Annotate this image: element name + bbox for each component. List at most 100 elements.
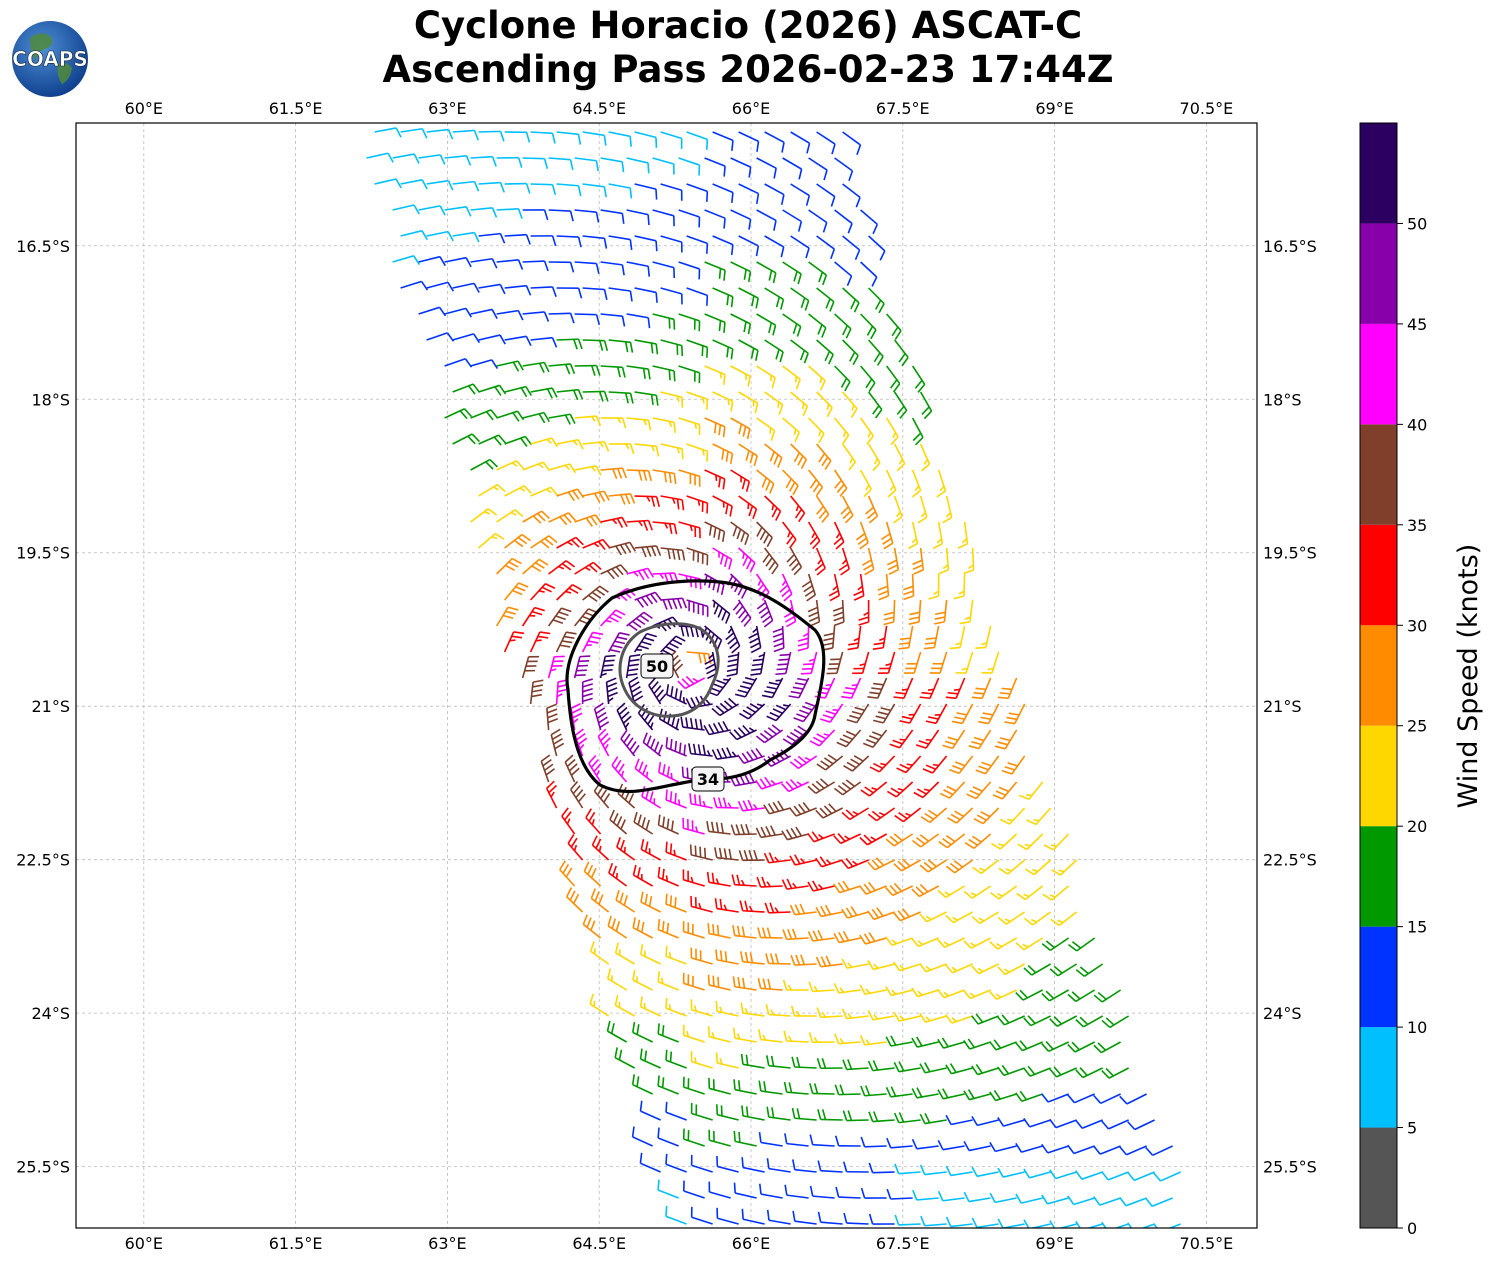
wind-barb — [817, 1211, 843, 1225]
wind-barb — [608, 862, 628, 887]
lat-tick-right: 22.5°S — [1263, 851, 1317, 870]
wind-barb — [971, 911, 1000, 925]
wind-barb — [556, 584, 582, 601]
wind-barb — [556, 388, 584, 401]
wind-barb — [418, 154, 446, 165]
wind-barb — [868, 235, 886, 261]
wind-barb — [920, 1215, 947, 1227]
wind-barb — [600, 417, 627, 429]
wind-barb — [893, 1061, 921, 1073]
wind-barb — [784, 1133, 809, 1147]
wind-barb — [657, 866, 679, 887]
wind-barb — [867, 857, 895, 871]
wind-barb — [686, 547, 709, 566]
wind-barb — [556, 338, 583, 350]
wind-barb — [893, 391, 908, 419]
wind-barb — [660, 635, 686, 656]
wind-barb — [971, 1064, 999, 1076]
wind-barb — [707, 923, 731, 939]
wind-barb — [788, 677, 810, 699]
wind-barb — [503, 631, 525, 653]
wind-barb — [546, 703, 559, 731]
wind-barb — [658, 762, 679, 783]
wind-barb — [834, 209, 853, 234]
wind-barb — [704, 521, 726, 542]
colorbar-label: Wind Speed (knots) — [1453, 544, 1484, 809]
wind-barb — [1075, 1221, 1103, 1228]
wind-barb — [496, 259, 524, 270]
wind-barb — [600, 516, 628, 528]
wind-barb — [686, 443, 709, 462]
wind-barb — [634, 131, 658, 148]
wind-barb — [444, 357, 473, 368]
wind-barb — [999, 807, 1026, 825]
wind-barb — [937, 1190, 965, 1202]
wind-barb — [615, 889, 636, 913]
wind-barb — [690, 895, 713, 913]
wind-barb — [665, 945, 687, 965]
wind-barb — [1015, 1090, 1043, 1103]
wind-barb — [665, 893, 687, 913]
wind-barb — [741, 1157, 765, 1173]
wind-barb — [738, 495, 758, 520]
wind-barb — [783, 1081, 809, 1095]
wind-barb — [808, 157, 828, 181]
colorbar-bin — [1360, 625, 1397, 726]
wind-barb — [504, 435, 533, 448]
wind-barb — [936, 469, 947, 498]
wind-barb — [496, 460, 525, 471]
wind-barb — [660, 547, 686, 561]
wind-barb — [764, 183, 785, 205]
wind-barb — [690, 1103, 713, 1121]
wind-barb — [902, 573, 915, 601]
wind-barb — [1067, 1041, 1095, 1053]
wind-barb — [887, 547, 900, 576]
lon-tick-top: 66°E — [732, 99, 770, 118]
wind-barb — [973, 807, 1000, 825]
wind-barb — [607, 968, 628, 991]
wind-barb — [945, 963, 973, 974]
wind-barb — [859, 417, 875, 445]
wind-barb — [842, 131, 862, 156]
wind-barb — [530, 235, 557, 247]
wind-barb — [581, 678, 593, 705]
lat-tick-left: 19.5°S — [16, 544, 70, 563]
wind-barb — [937, 988, 965, 999]
wind-barb — [444, 408, 473, 420]
lat-tick-left: 16.5°S — [16, 237, 70, 256]
colorbar-frame — [1359, 122, 1398, 1229]
wind-barb — [817, 1109, 843, 1121]
wind-barb — [690, 1154, 713, 1173]
wind-barb — [556, 536, 584, 549]
wind-barb — [919, 911, 947, 923]
wind-barb — [708, 1129, 731, 1147]
wind-barb — [626, 313, 651, 329]
lon-tick-top: 67.5°E — [876, 99, 930, 118]
wind-barb — [756, 313, 777, 336]
wind-barb — [521, 655, 540, 679]
wind-barb — [606, 1020, 628, 1043]
wind-barb — [631, 1074, 653, 1095]
wind-barb — [766, 1055, 791, 1069]
wind-barb — [880, 521, 894, 550]
wind-barb — [893, 443, 906, 472]
wind-barb — [867, 807, 896, 822]
wind-barb — [911, 365, 926, 393]
wind-barb — [975, 625, 992, 650]
wind-barb — [703, 720, 731, 736]
lat-tick-left: 24°S — [31, 1004, 70, 1023]
wind-barb — [971, 1166, 999, 1178]
wind-barb — [808, 313, 827, 338]
wind-barb — [660, 287, 683, 305]
wind-barb — [766, 1209, 791, 1225]
wind-barb — [1075, 963, 1104, 977]
wind-barb — [868, 1213, 895, 1225]
wind-barb — [790, 391, 809, 417]
wind-barb — [756, 521, 773, 548]
wind-barb — [686, 339, 709, 358]
wind-barb — [885, 833, 914, 847]
wind-barb — [1127, 1171, 1155, 1182]
wind-barb — [842, 339, 859, 366]
wind-barb — [496, 509, 524, 523]
wind-barb — [452, 383, 481, 395]
